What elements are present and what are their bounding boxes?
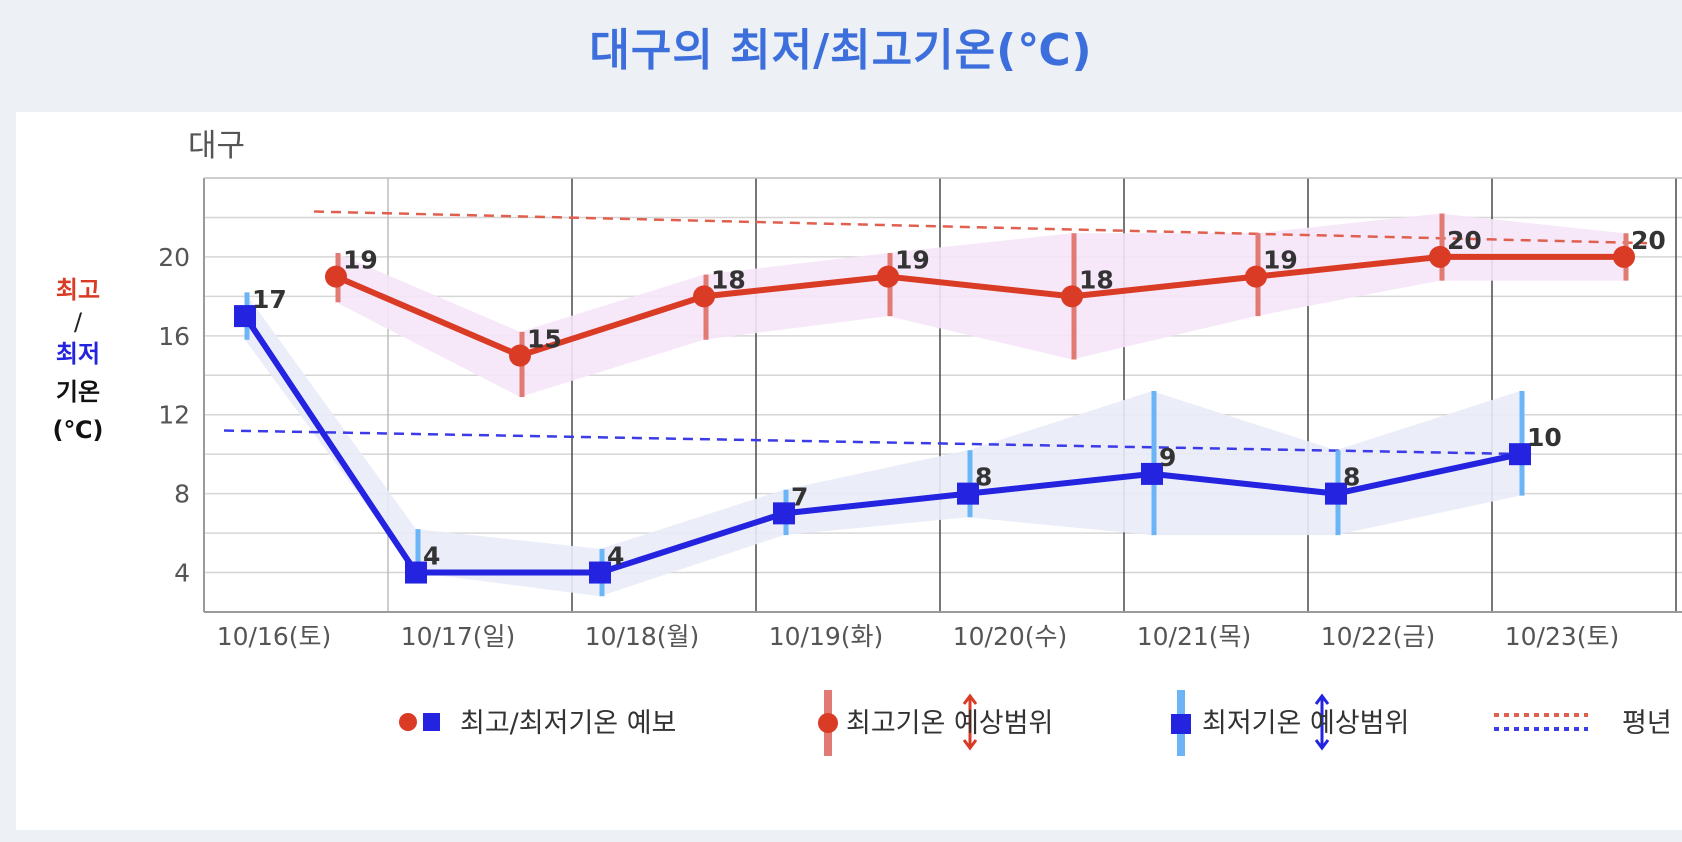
legend-low-range-square-icon: [1171, 714, 1191, 734]
y-tick-label: 12: [158, 401, 190, 430]
low-data-label: 7: [791, 482, 808, 511]
x-tick-label: 10/20(수): [953, 622, 1068, 651]
low-point: [405, 561, 427, 584]
x-tick-label: 10/19(화): [769, 622, 884, 651]
legend-forecast-circle-icon: [399, 713, 417, 731]
low-series-line: [242, 314, 1521, 576]
legend: 최고/최저기온 예보 최고기온 예상범위 최저기온 예상범위 평년: [399, 690, 1672, 756]
high-point: [509, 344, 531, 367]
low-point: [589, 561, 611, 584]
high-point: [877, 265, 899, 288]
low-data-label: 17: [252, 285, 287, 314]
x-tick-label: 10/17(일): [401, 622, 516, 651]
page-title: 대구의 최저/최고기온(℃): [589, 25, 1093, 76]
low-point: [957, 482, 979, 505]
low-data-label: 4: [607, 542, 624, 571]
normal-high-line: [313, 210, 1648, 245]
data-label-layer: 19 15 18 19 18 19 20 20 17 4 4 7 8 9 8 10: [252, 226, 1666, 571]
grid-layer: [204, 178, 1682, 612]
high-data-label: 19: [895, 246, 930, 275]
legend-forecast-label: 최고/최저기온 예보: [460, 708, 676, 739]
low-data-label: 9: [1159, 443, 1176, 472]
x-tick-label: 10/23(토): [1505, 622, 1620, 651]
low-point: [1325, 482, 1347, 505]
y-tick-label: 16: [158, 322, 190, 351]
high-point: [325, 265, 347, 288]
axis-layer: 4 8 12 16 20 10/16(토) 10/17(일) 10/18(월) 10/19(화)…: [158, 177, 1682, 651]
low-range-band: [245, 292, 1520, 597]
low-point: [773, 502, 795, 525]
temperature-chart: 19 15 18 19 18 19 20 20 17 4 4 7 8 9 8 10 4 8 12 16 20 10/16…: [53, 128, 1682, 756]
legend-high-range-circle-icon: [818, 713, 838, 733]
high-data-label: 20: [1447, 226, 1482, 255]
y-axis-label-high: 최고: [56, 276, 100, 304]
legend-low-range-label: 최저기온 예상범위: [1202, 708, 1409, 739]
x-tick-label: 10/16(토): [217, 622, 332, 651]
series-line-layer: [242, 253, 1624, 576]
high-data-label: 18: [1079, 265, 1114, 294]
low-point: [1141, 462, 1163, 485]
high-data-label: 19: [343, 246, 378, 275]
low-point: [234, 305, 256, 328]
low-data-label: 4: [423, 542, 440, 571]
y-axis-label-low: 최저: [56, 340, 100, 368]
high-data-label: 20: [1631, 226, 1666, 255]
y-axis-label: 최고 / 최저 기온 (℃): [53, 276, 104, 444]
y-axis-label-unit: (℃): [53, 416, 104, 444]
y-tick-label: 8: [174, 480, 190, 509]
low-data-label: 10: [1527, 423, 1562, 452]
high-data-label: 19: [1263, 246, 1298, 275]
high-series-line: [334, 253, 1624, 359]
y-tick-label: 20: [158, 243, 190, 272]
high-data-label: 18: [711, 265, 746, 294]
legend-forecast-square-icon: [423, 713, 440, 731]
chart-panel: 19 15 18 19 18 19 20 20 17 4 4 7 8 9 8 10 4 8 12 16 20 10/16…: [16, 112, 1682, 830]
x-tick-label: 10/21(목): [1137, 622, 1252, 651]
high-point: [1061, 285, 1083, 308]
high-point: [1613, 245, 1635, 268]
legend-high-range-label: 최고기온 예상범위: [846, 708, 1053, 739]
low-point: [1509, 443, 1531, 466]
legend-high-range-arrow-icon: [962, 693, 978, 751]
x-tick-label: 10/18(월): [585, 622, 700, 651]
high-point: [1429, 245, 1451, 268]
high-point: [693, 285, 715, 308]
normal-line-layer: [223, 210, 1648, 456]
chart-subtitle: 대구: [188, 128, 245, 164]
y-axis-label-slash: /: [74, 308, 83, 336]
x-tick-label: 10/22(금): [1321, 622, 1436, 651]
low-data-label: 8: [975, 463, 992, 492]
high-data-label: 15: [527, 325, 562, 354]
range-band-layer: [245, 213, 1624, 597]
low-data-label: 8: [1343, 463, 1360, 492]
normal-low-line: [223, 429, 1533, 456]
y-axis-label-temp: 기온: [56, 378, 100, 406]
legend-low-range-arrow-icon: [1314, 693, 1330, 751]
legend-normal-label: 평년: [1622, 708, 1672, 739]
marker-layer: [234, 245, 1635, 584]
y-tick-label: 4: [174, 559, 190, 588]
high-range-band: [336, 213, 1624, 397]
high-point: [1245, 265, 1267, 288]
